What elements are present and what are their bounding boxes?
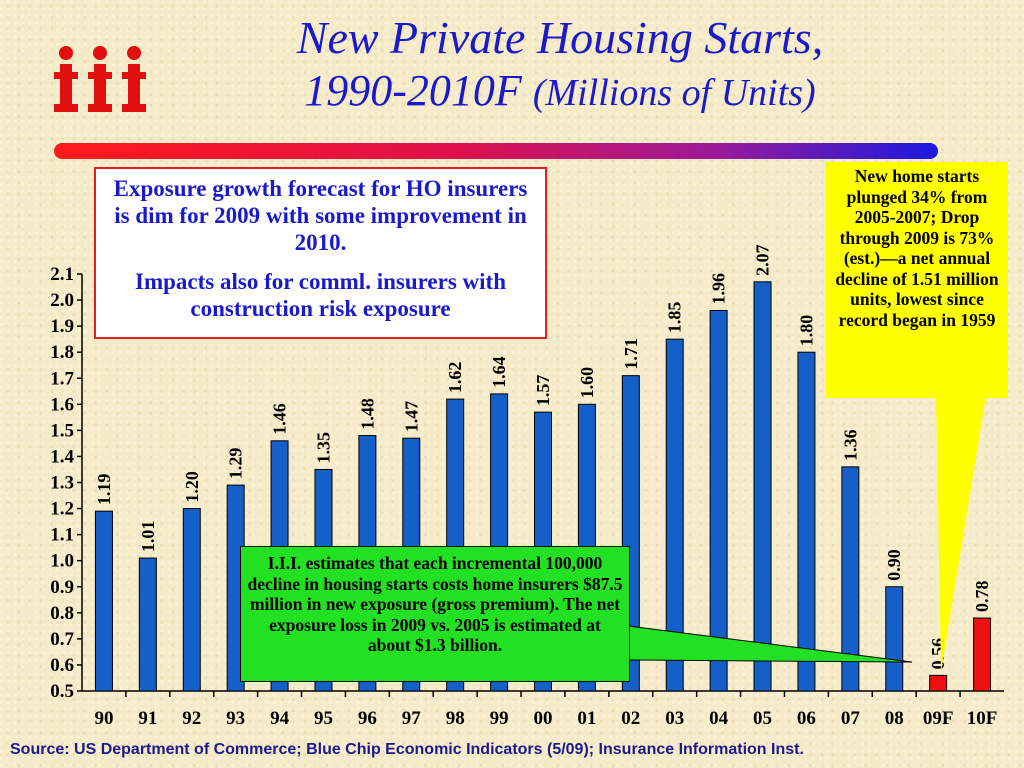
title-divider <box>54 143 938 159</box>
source-note: Source: US Department of Commerce; Blue … <box>10 741 804 758</box>
y-tick-label: 1.6 <box>50 394 74 415</box>
y-tick-label: 2.1 <box>50 264 74 285</box>
yellow-callout-pointer <box>936 396 986 672</box>
y-tick-label: 0.9 <box>50 577 74 598</box>
x-tick-label: 05 <box>753 708 772 729</box>
y-tick-label: 1.1 <box>50 525 74 546</box>
green-callout-pointer <box>627 625 913 663</box>
y-tick-label: 1.9 <box>50 316 74 337</box>
data-label: 1.01 <box>138 521 158 553</box>
bar-05 <box>753 281 772 692</box>
x-tick-label: 00 <box>534 708 553 729</box>
chart-title-years: 1990-2010F <box>304 66 522 115</box>
data-label: 1.35 <box>313 432 333 464</box>
chart-title-line2: 1990-2010F (Millions of Units) <box>160 66 960 118</box>
data-label: 1.60 <box>577 367 597 399</box>
x-tick-label: 09F <box>923 708 954 729</box>
data-label: 1.36 <box>840 429 860 461</box>
data-label: 0.78 <box>972 581 992 613</box>
x-tick-label: 99 <box>490 708 509 729</box>
insurer-impact-callout: I.I.I. estimates that each incremental 1… <box>240 546 630 682</box>
x-tick-label: 02 <box>621 708 640 729</box>
data-label: 0.90 <box>884 549 904 581</box>
bar-92 <box>182 508 201 692</box>
data-label: 1.96 <box>709 273 729 305</box>
x-tick-label: 06 <box>797 708 816 729</box>
y-tick-label: 1.4 <box>50 446 74 467</box>
data-label: 1.29 <box>226 448 246 480</box>
data-label: 1.48 <box>357 398 377 430</box>
x-tick-label: 96 <box>358 708 377 729</box>
y-tick-label: 2.0 <box>50 290 74 311</box>
x-tick-label: 01 <box>577 708 596 729</box>
bar-08 <box>885 586 904 692</box>
data-label: 1.62 <box>445 362 465 394</box>
data-label: 1.46 <box>270 403 290 435</box>
x-tick-label: 90 <box>94 708 113 729</box>
y-tick-label: 1.0 <box>50 551 74 572</box>
x-tick-label: 04 <box>709 708 729 729</box>
y-tick-label: 1.7 <box>50 368 74 389</box>
chart-title-units: (Millions of Units) <box>532 72 816 114</box>
y-tick-label: 0.7 <box>50 629 74 650</box>
bar-07 <box>841 466 860 692</box>
exposure-note-para1: Exposure growth forecast for HO insurers… <box>113 176 528 255</box>
x-tick-label: 97 <box>402 708 422 729</box>
y-tick-label: 0.6 <box>50 655 74 676</box>
bar-10F <box>973 617 992 692</box>
data-label: 2.07 <box>753 244 773 276</box>
bar-03 <box>665 338 684 692</box>
y-tick-label: 0.8 <box>50 603 74 624</box>
x-axis-labels: 90 91 92 93 94 95 96 97 98 99 00 01 02 03 04 05 06 07 08 09… <box>94 708 997 729</box>
x-tick-label: 93 <box>226 708 245 729</box>
exposure-note-para2: Impacts also for comml. insurers with co… <box>135 269 506 321</box>
data-label: 1.64 <box>489 356 509 388</box>
x-tick-label: 08 <box>885 708 904 729</box>
data-label: 1.57 <box>533 375 553 407</box>
x-tick-label: 98 <box>446 708 465 729</box>
data-label: 1.85 <box>665 302 685 334</box>
x-tick-label: 91 <box>138 708 157 729</box>
x-tick-label: 07 <box>841 708 861 729</box>
y-tick-label: 0.5 <box>50 681 74 702</box>
data-label: 1.47 <box>401 401 421 433</box>
x-tick-label: 94 <box>270 708 290 729</box>
iii-logo <box>54 46 146 112</box>
data-label: 1.71 <box>621 338 641 370</box>
decline-callout: New home starts plunged 34% from 2005-20… <box>826 162 1008 398</box>
bar-91 <box>138 557 157 692</box>
bar-90 <box>94 510 113 692</box>
x-tick-label: 95 <box>314 708 333 729</box>
y-tick-label: 1.8 <box>50 342 74 363</box>
x-tick-label: 10F <box>967 708 998 729</box>
y-tick-label: 1.3 <box>50 473 74 494</box>
bar-09F <box>929 674 948 692</box>
x-tick-label: 03 <box>665 708 684 729</box>
y-tick-label: 1.5 <box>50 420 74 441</box>
chart-title-line1: New Private Housing Starts, <box>296 12 824 63</box>
exposure-note-box: Exposure growth forecast for HO insurers… <box>94 167 547 339</box>
data-label: 1.19 <box>94 474 114 506</box>
data-label: 1.20 <box>182 471 202 503</box>
y-tick-label: 1.2 <box>50 499 74 520</box>
data-label: 1.80 <box>796 315 816 347</box>
x-tick-label: 92 <box>182 708 201 729</box>
bar-04 <box>709 309 728 692</box>
bar-06 <box>797 351 816 692</box>
